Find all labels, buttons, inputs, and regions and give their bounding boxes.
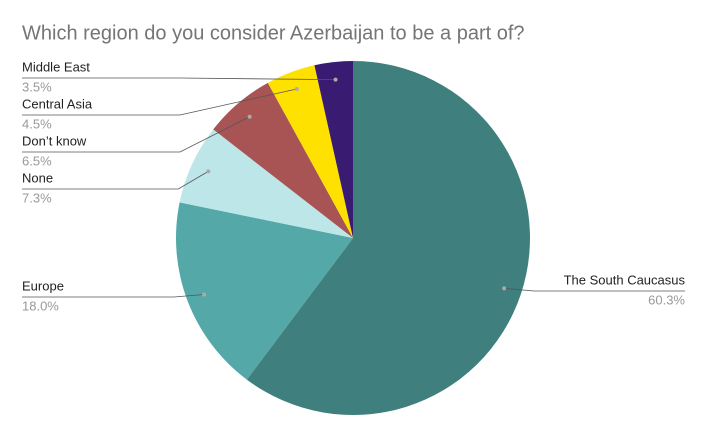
pie-slice (267, 65, 353, 238)
leader-line (22, 88, 297, 116)
leader-dot (294, 86, 299, 91)
leader-dot (333, 77, 338, 82)
slice-label: None (22, 170, 53, 185)
slice-value-label: 60.3% (648, 292, 685, 307)
leader-dot (247, 114, 252, 119)
leader-dot (206, 169, 211, 174)
slice-value-label: 4.5% (22, 116, 52, 131)
pie-slice (175, 202, 353, 380)
chart-title: Which region do you consider Azerbaijan … (22, 22, 525, 44)
pie-slice (314, 61, 353, 238)
pie-slice (213, 82, 353, 238)
slice-label: The South Caucasus (564, 272, 686, 287)
leader-line (22, 77, 336, 81)
slice-label: Europe (22, 278, 64, 293)
pie-slice (246, 61, 530, 415)
slice-label: Middle East (22, 59, 90, 74)
slice-label: Don’t know (22, 133, 87, 148)
slice-value-label: 6.5% (22, 153, 52, 168)
slice-label: Central Asia (22, 96, 93, 111)
leader-line (22, 116, 250, 153)
pie-slice (179, 129, 353, 238)
leader-line (22, 171, 209, 190)
leader-line (22, 294, 205, 298)
leader-dot (202, 292, 207, 297)
leader-dot (502, 286, 507, 291)
slice-value-label: 3.5% (22, 79, 52, 94)
leader-line (504, 287, 685, 292)
slice-value-label: 7.3% (22, 190, 52, 205)
slice-value-label: 18.0% (22, 298, 59, 313)
